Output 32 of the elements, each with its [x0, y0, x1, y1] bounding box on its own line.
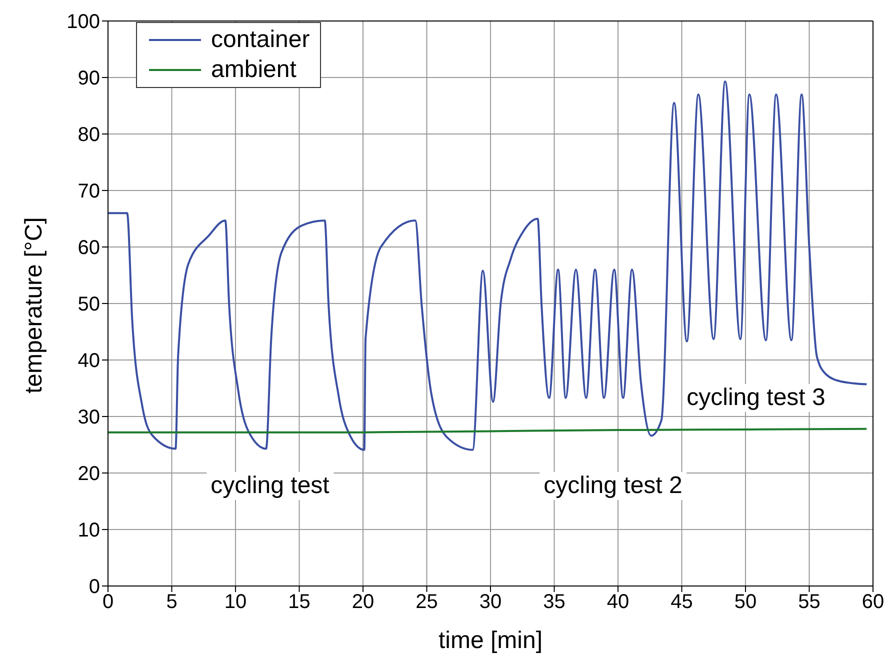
x-tick-label: 40: [606, 591, 630, 614]
y-tick-label: 40: [78, 350, 100, 372]
y-tick-label: 50: [78, 294, 100, 316]
x-tick-label: 55: [798, 591, 820, 614]
x-tick-label: 10: [224, 591, 247, 614]
x-tick-label: 15: [288, 591, 310, 614]
y-tick-label: 20: [78, 463, 100, 486]
x-tick-label: 60: [862, 591, 884, 614]
legend-label: ambient: [211, 55, 296, 85]
annotation: cycling test 2: [540, 472, 686, 500]
x-tick-label: 25: [416, 591, 438, 614]
x-tick-label: 20: [352, 591, 374, 614]
y-tick-label: 10: [78, 520, 100, 542]
annotation: cycling test 3: [682, 384, 830, 412]
y-tick-label: 90: [78, 68, 100, 90]
x-tick-label: 5: [166, 591, 178, 614]
y-tick-label: 70: [78, 180, 100, 203]
x-axis-title: time [min]: [438, 627, 543, 654]
x-tick-label: 45: [670, 591, 693, 614]
y-tick-label: 30: [78, 406, 100, 429]
y-axis-title: temperature [°C]: [20, 217, 48, 394]
x-tick-label: 0: [102, 591, 114, 614]
x-tick-label: 30: [479, 591, 502, 614]
y-tick-label: 80: [78, 124, 100, 146]
y-tick-label: 60: [78, 237, 100, 260]
y-tick-label: 100: [66, 11, 100, 34]
line-series: [108, 80, 868, 451]
x-tick-label: 35: [543, 591, 566, 614]
annotation: cycling test: [206, 472, 334, 500]
x-tick-label: 50: [734, 591, 757, 614]
y-tick-label: 0: [88, 576, 100, 598]
legend-label: container: [211, 25, 310, 55]
